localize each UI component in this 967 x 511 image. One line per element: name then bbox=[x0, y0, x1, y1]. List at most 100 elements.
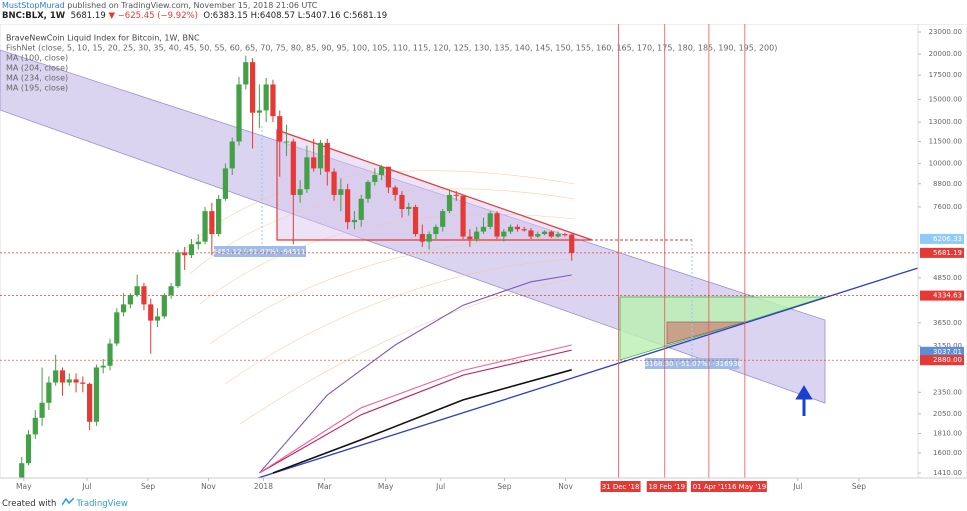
header: MustStopMurad published on TradingView.c… bbox=[2, 0, 962, 22]
candle-body bbox=[304, 157, 310, 190]
candle-body bbox=[202, 211, 208, 242]
y-tick-label: 4850.00 bbox=[933, 274, 962, 282]
y-tick-label: 20000.00 bbox=[929, 50, 962, 58]
candle-body bbox=[317, 142, 324, 169]
candle-body bbox=[87, 383, 93, 422]
x-tick-label: May bbox=[378, 482, 394, 491]
candle-body bbox=[555, 234, 561, 237]
date-tag bbox=[690, 481, 731, 492]
date-tag-label: 16 May '19 bbox=[728, 483, 767, 491]
candle-body bbox=[120, 304, 127, 313]
author[interactable]: MustStopMurad bbox=[2, 1, 65, 10]
candle-body bbox=[487, 213, 493, 227]
y-tick-label: 3150.00 bbox=[933, 342, 962, 350]
y-tick-label: 1810.00 bbox=[933, 430, 962, 438]
x-tick-label: Jul bbox=[792, 482, 802, 491]
footer: Created with TradingView bbox=[2, 497, 128, 509]
ma-line bbox=[259, 344, 572, 474]
x-tick-label: Nov bbox=[201, 482, 216, 491]
candle-body bbox=[229, 141, 235, 169]
y-tick-label: 17500.00 bbox=[929, 71, 962, 79]
candle-body bbox=[216, 198, 222, 235]
change: ▼ −625.45 (−9.92%) bbox=[108, 11, 198, 21]
y-tick-label: 2350.00 bbox=[933, 388, 962, 396]
brand[interactable]: TradingView bbox=[76, 499, 128, 509]
date-tag-label: 31 Dec '18 bbox=[602, 483, 640, 491]
candle-body bbox=[508, 226, 514, 232]
candle-body bbox=[283, 141, 290, 143]
candle-body bbox=[453, 194, 459, 196]
candle-body bbox=[440, 211, 446, 227]
candle-body bbox=[351, 219, 358, 223]
x-tick-label: Jul bbox=[435, 482, 445, 491]
candle-body bbox=[535, 234, 541, 237]
legend-item: MA (234, close) bbox=[6, 74, 68, 83]
candle-body bbox=[243, 62, 249, 85]
price-tag bbox=[920, 233, 964, 244]
y-tick-label: 1410.00 bbox=[933, 469, 962, 477]
candle-body bbox=[134, 286, 140, 296]
date-tag-label: 18 Feb '19 bbox=[648, 483, 685, 491]
legend-item: MA (204, close) bbox=[6, 64, 68, 73]
legend-item: MA (195, close) bbox=[6, 84, 68, 93]
last-price: 5681.19 bbox=[70, 11, 106, 21]
candle-body bbox=[59, 370, 66, 383]
candle-body bbox=[100, 365, 106, 368]
indicator: FishNet (close, 5, 10, 15, 20, 25, 30, 3… bbox=[6, 44, 777, 53]
candle-body bbox=[365, 181, 371, 199]
ohlc: O:6383.15 H:6408.57 L:5407.16 C:5681.19 bbox=[203, 11, 388, 21]
candle-body bbox=[385, 166, 391, 188]
date-tag bbox=[726, 481, 767, 492]
candle-body bbox=[46, 382, 52, 403]
candle-body bbox=[331, 171, 337, 195]
price-tag-label: 5681.19 bbox=[933, 249, 962, 257]
price-tag-label: 4334.63 bbox=[933, 292, 962, 300]
candle-body bbox=[73, 379, 79, 383]
candle-body bbox=[501, 231, 507, 237]
price-tag bbox=[920, 346, 964, 357]
candle-body bbox=[80, 382, 86, 384]
candle-body bbox=[93, 367, 100, 422]
candle-body bbox=[372, 175, 378, 182]
candle-body bbox=[25, 434, 32, 464]
candle-body bbox=[188, 244, 195, 256]
candle-body bbox=[290, 141, 296, 195]
candle-body bbox=[480, 226, 487, 232]
candle-body bbox=[562, 234, 568, 236]
y-tick-label: 3650.00 bbox=[933, 319, 962, 327]
candle-body bbox=[467, 236, 473, 240]
candle-body bbox=[378, 166, 385, 176]
candle-body bbox=[182, 252, 188, 256]
y-tick-label: 23000.00 bbox=[929, 28, 962, 36]
candle-body bbox=[66, 379, 72, 383]
candle-body bbox=[358, 198, 364, 220]
x-tick-label: 2018 bbox=[254, 482, 273, 491]
candle-body bbox=[528, 230, 534, 237]
created: Created with bbox=[2, 499, 57, 509]
candle-body bbox=[107, 343, 113, 366]
candle-body bbox=[154, 316, 161, 321]
y-tick-label: 15000.00 bbox=[929, 96, 962, 104]
measure-box bbox=[645, 358, 739, 369]
candle-body bbox=[433, 226, 439, 235]
price-tag-label: 2880.00 bbox=[933, 356, 962, 364]
candle-body bbox=[494, 213, 500, 237]
chart-title: BraveNewCoin Liquid Index for Bitcoin, 1… bbox=[6, 34, 200, 43]
date-tag bbox=[646, 481, 687, 492]
date-tag-label: 01 Apr '19 bbox=[693, 483, 729, 491]
chart: -6451.12 (-51.07%) -645112 -3168.30 (-51… bbox=[0, 23, 967, 496]
price-tag-label: 3037.01 bbox=[933, 348, 962, 356]
y-tick-label: 7600.00 bbox=[933, 203, 962, 211]
chart-wrap: -6451.12 (-51.07%) -645112 -3168.30 (-51… bbox=[0, 23, 967, 501]
x-tick-label: May bbox=[16, 482, 32, 491]
y-tick-label: 8800.00 bbox=[933, 180, 962, 188]
candle-body bbox=[541, 231, 548, 235]
candle-body bbox=[311, 157, 317, 169]
trend-line bbox=[257, 267, 919, 479]
candle-body bbox=[161, 295, 167, 317]
arrow bbox=[795, 385, 813, 416]
symbol: BNC:BLX, 1W bbox=[2, 11, 66, 21]
y-tick-label: 13000.00 bbox=[929, 118, 962, 126]
price-tag-label: 6206.33 bbox=[933, 235, 962, 243]
ma-line bbox=[272, 369, 572, 474]
